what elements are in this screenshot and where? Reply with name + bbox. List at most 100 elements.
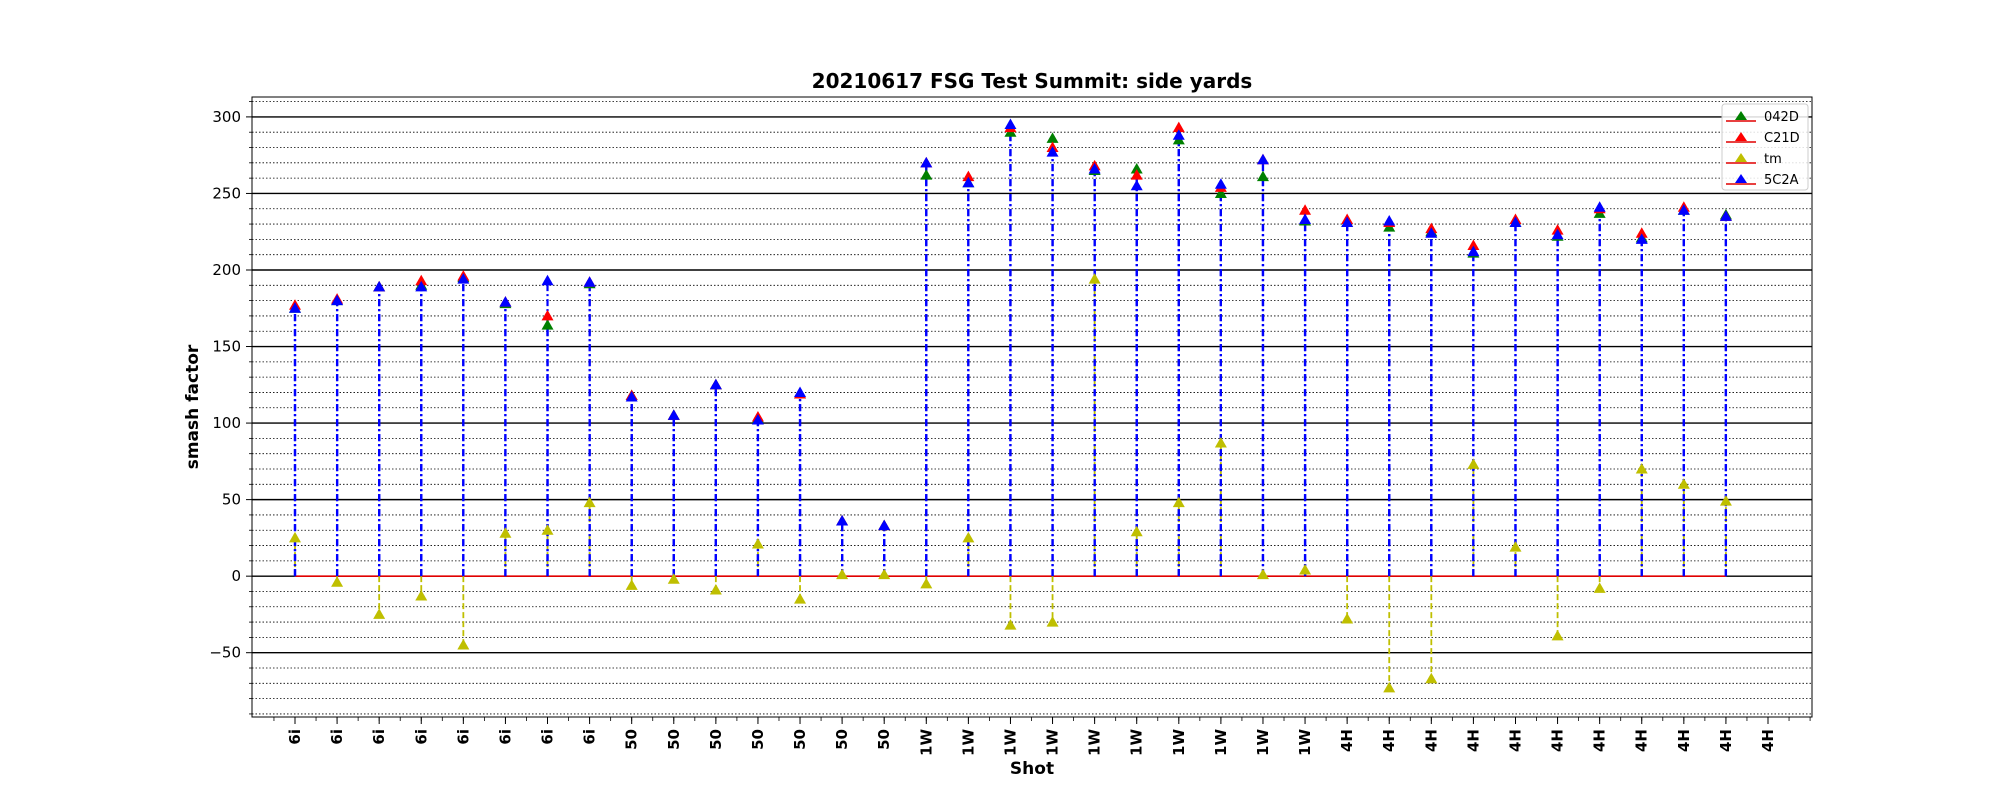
y-tick-label: 0 <box>231 567 241 585</box>
marker-5c2a <box>1172 129 1185 140</box>
plot-frame <box>251 96 1813 718</box>
chart-title: 20210617 FSG Test Summit: side yards <box>812 69 1253 93</box>
y-tick-label: 150 <box>212 338 241 356</box>
marker-042d <box>1046 132 1059 143</box>
marker-tm <box>415 590 428 601</box>
x-tick-label: 4H <box>1549 729 1567 752</box>
marker-5c2a <box>1341 216 1354 228</box>
x-tick-label: 1W <box>1086 729 1104 756</box>
marker-c21d <box>415 274 428 286</box>
marker-042d <box>541 319 554 330</box>
x-tick-label: 4H <box>1506 729 1524 752</box>
x-tick-label: 6i <box>412 729 430 745</box>
marker-tm <box>1635 463 1648 474</box>
marker-5c2a <box>625 391 638 402</box>
marker-5c2a <box>499 296 512 307</box>
marker-tm <box>583 496 596 508</box>
x-tick-label: 6i <box>581 729 599 745</box>
marker-tm <box>794 593 807 604</box>
x-tick-label: 4H <box>1633 729 1651 752</box>
y-tick-label: −50 <box>209 644 241 662</box>
legend-box <box>1721 103 1809 191</box>
marker-5c2a <box>878 519 891 531</box>
y-axis-label: smash factor <box>183 344 203 469</box>
marker-5c2a <box>373 280 386 292</box>
marker-tm <box>1172 496 1185 508</box>
x-tick-label: 4H <box>1338 729 1356 752</box>
marker-tm <box>373 608 386 619</box>
legend-label: 042D <box>1764 110 1799 125</box>
x-tick-label: 4H <box>1380 729 1398 752</box>
marker-042d <box>1130 162 1143 174</box>
x-tick-label: 6i <box>454 729 472 745</box>
marker-5c2a <box>457 273 470 284</box>
marker-tm <box>962 531 975 543</box>
legend-marker <box>1735 111 1747 120</box>
x-tick-label: 50 <box>749 729 767 750</box>
x-tick-label: 1W <box>917 729 935 756</box>
marker-c21d <box>1172 121 1185 133</box>
marker-5c2a <box>1635 233 1648 244</box>
marker-tm <box>1551 629 1564 641</box>
marker-c21d <box>962 170 975 182</box>
marker-5c2a <box>415 280 428 292</box>
x-tick-label: 6i <box>328 729 346 745</box>
marker-5c2a <box>1677 204 1690 215</box>
marker-tm <box>1299 564 1312 575</box>
marker-tm <box>1677 478 1690 489</box>
x-tick-label: 50 <box>875 729 893 750</box>
x-tick-label: 50 <box>665 729 683 750</box>
marker-5c2a <box>583 276 596 287</box>
marker-tm <box>1341 613 1354 624</box>
x-tick-label: 1W <box>1001 729 1019 756</box>
x-tick-label: 4H <box>1464 729 1482 752</box>
legend-marker <box>1735 174 1747 183</box>
marker-5c2a <box>709 378 722 390</box>
x-tick-label: 4H <box>1422 729 1440 752</box>
marker-c21d <box>1130 169 1143 180</box>
x-tick-label: 6i <box>539 729 557 745</box>
legend: 042D C21D tm 5C2A <box>1721 103 1809 191</box>
marker-tm <box>625 579 638 590</box>
x-tick-label: 1W <box>1128 729 1146 756</box>
legend-marker <box>1735 153 1747 162</box>
y-tick-label: 100 <box>212 414 241 432</box>
y-tick-label: 50 <box>222 491 241 509</box>
y-tick-label: 300 <box>212 108 241 126</box>
x-tick-label: 1W <box>1254 729 1272 756</box>
marker-tm <box>1004 619 1017 630</box>
x-tick-label: 1W <box>959 729 977 756</box>
marker-tm <box>1088 273 1101 284</box>
x-tick-label: 1W <box>1212 729 1230 756</box>
marker-tm <box>920 577 933 589</box>
marker-tm <box>1256 568 1269 580</box>
x-tick-label: 50 <box>833 729 851 750</box>
marker-tm <box>1214 436 1227 448</box>
legend-label: tm <box>1764 152 1782 167</box>
marker-tm <box>457 639 470 650</box>
marker-5c2a <box>794 386 807 397</box>
marker-c21d <box>1635 227 1648 238</box>
x-tick-label: 1W <box>1170 729 1188 756</box>
marker-tm <box>1383 681 1396 693</box>
marker-042d <box>1256 170 1269 182</box>
y-tick-label: 200 <box>212 261 241 279</box>
marker-tm <box>1593 582 1606 593</box>
x-tick-label: 6i <box>286 729 304 745</box>
marker-5c2a <box>1256 153 1269 165</box>
marker-042d <box>920 169 933 180</box>
legend-label: 5C2A <box>1764 173 1799 188</box>
marker-5c2a <box>1425 227 1438 238</box>
x-tick-label: 4H <box>1675 729 1693 752</box>
y-tick-label: 250 <box>212 184 241 202</box>
marker-tm <box>289 531 301 543</box>
x-tick-label: 50 <box>707 729 725 750</box>
marker-tm <box>1130 525 1143 537</box>
marker-5c2a <box>667 409 680 420</box>
marker-5c2a <box>920 156 933 168</box>
marker-5c2a <box>1383 215 1396 226</box>
marker-tm <box>836 568 849 580</box>
marker-tm <box>1467 458 1480 469</box>
marker-5c2a <box>1299 213 1312 224</box>
marker-042d <box>1214 187 1227 198</box>
